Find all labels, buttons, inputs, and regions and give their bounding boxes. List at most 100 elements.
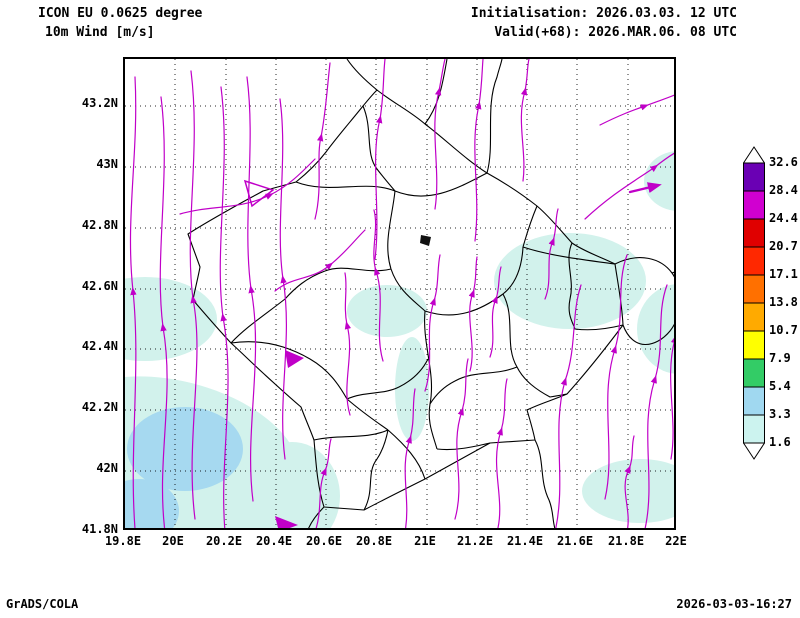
colorbar-cell [743, 246, 765, 276]
y-tick-label: 42.4N [81, 339, 118, 353]
x-tick-label: 21.6E [556, 534, 594, 548]
streamline [599, 94, 674, 126]
district-border [230, 341, 389, 431]
y-tick-label: 42.6N [81, 279, 118, 293]
border-path [486, 59, 503, 174]
streamline [474, 59, 484, 242]
colorbar-cell [743, 330, 765, 360]
district-border [436, 442, 491, 451]
wind-pennant [275, 516, 298, 528]
x-tick-label: 21E [414, 534, 436, 548]
x-tick-label: 20.6E [305, 534, 343, 548]
colorbar-cell [743, 162, 765, 192]
init-time: Initialisation: 2026.03.03. 12 UTC [470, 6, 737, 21]
colorbar-label: 3.3 [769, 407, 791, 421]
wind-streamlines [129, 59, 674, 528]
border-path [346, 59, 378, 91]
x-tick-label: 20.8E [355, 534, 393, 548]
streamline [434, 59, 446, 210]
colorbar-cell [743, 190, 765, 220]
shaded-wind-regions [125, 151, 674, 528]
district-border [387, 429, 426, 480]
shaded-region-strong [127, 407, 243, 491]
colorbar-cell [743, 358, 765, 388]
border-path [671, 271, 674, 274]
x-tick-label: 22E [665, 534, 687, 548]
colorbar-cell [743, 274, 765, 304]
district-border [346, 358, 429, 400]
streamline [404, 388, 416, 528]
x-tick-label: 20E [162, 534, 184, 548]
colorbar-label: 13.8 [769, 295, 798, 309]
colorbar-bottom-arrow [743, 442, 765, 460]
creation-timestamp: 2026-03-03-16:27 [676, 597, 792, 611]
colorbar-label: 5.4 [769, 379, 791, 393]
x-tick-label: 21.4E [506, 534, 544, 548]
streamline [624, 435, 635, 528]
x-tick-label: 21.8E [607, 534, 645, 548]
streamline [424, 254, 441, 392]
field-title: 10m Wind [m/s] [45, 25, 155, 40]
map-canvas [125, 59, 674, 528]
streamline [189, 70, 198, 520]
streamline [315, 438, 332, 528]
x-tick-label: 21.2E [456, 534, 494, 548]
streamline [454, 358, 469, 520]
colorbar-label: 10.7 [769, 323, 798, 337]
streamline [670, 335, 674, 460]
colorbar-cell [743, 302, 765, 332]
streamline [489, 266, 502, 358]
shaded-region-strong [125, 479, 179, 528]
shaded-region [347, 285, 427, 337]
y-tick-label: 42.8N [81, 218, 118, 232]
streamline [279, 98, 287, 460]
y-tick-label: 43N [96, 157, 118, 171]
grid-lines [125, 59, 674, 528]
streamline [314, 62, 331, 220]
border-path [534, 439, 556, 528]
streamline [644, 284, 668, 528]
district-border [502, 293, 568, 398]
streamline [373, 209, 384, 362]
shaded-region [494, 233, 646, 329]
border-path [424, 59, 448, 125]
country-borders [187, 59, 674, 528]
district-border [295, 172, 488, 197]
streamline [246, 76, 257, 502]
wind-pennant [285, 350, 304, 368]
shaded-region [125, 277, 217, 361]
district-border [313, 429, 389, 441]
streamline [344, 272, 352, 416]
y-tick-label: 42.2N [81, 400, 118, 414]
district-border [522, 205, 538, 248]
streamline [179, 158, 316, 215]
city-area [420, 235, 431, 246]
streamline [555, 284, 582, 528]
colorbar-cell [743, 218, 765, 248]
streamline [520, 59, 530, 182]
shaded-region [644, 151, 674, 211]
border-path [308, 506, 325, 528]
colorbar-label: 24.4 [769, 211, 798, 225]
streamline [159, 96, 168, 528]
colorbar-cell [743, 414, 765, 444]
streamline [129, 76, 137, 528]
kosovo-outline [187, 89, 624, 511]
colorbar-top-arrow [743, 146, 765, 164]
shaded-region [395, 337, 429, 441]
x-tick-label: 19.8E [104, 534, 142, 548]
colorbar-label: 17.1 [769, 267, 798, 281]
colorbar-label: 28.4 [769, 183, 798, 197]
district-border [230, 267, 392, 344]
district-border [522, 246, 616, 265]
streamline [468, 256, 478, 372]
district-border [362, 105, 396, 192]
district-border [363, 429, 389, 511]
streamline [604, 254, 628, 500]
x-tick-label: 20.4E [255, 534, 293, 548]
colorbar-label: 7.9 [769, 351, 791, 365]
streamline [584, 152, 674, 220]
streamline [544, 208, 559, 300]
colorbar [743, 146, 765, 460]
x-tick-label: 20.2E [205, 534, 243, 548]
